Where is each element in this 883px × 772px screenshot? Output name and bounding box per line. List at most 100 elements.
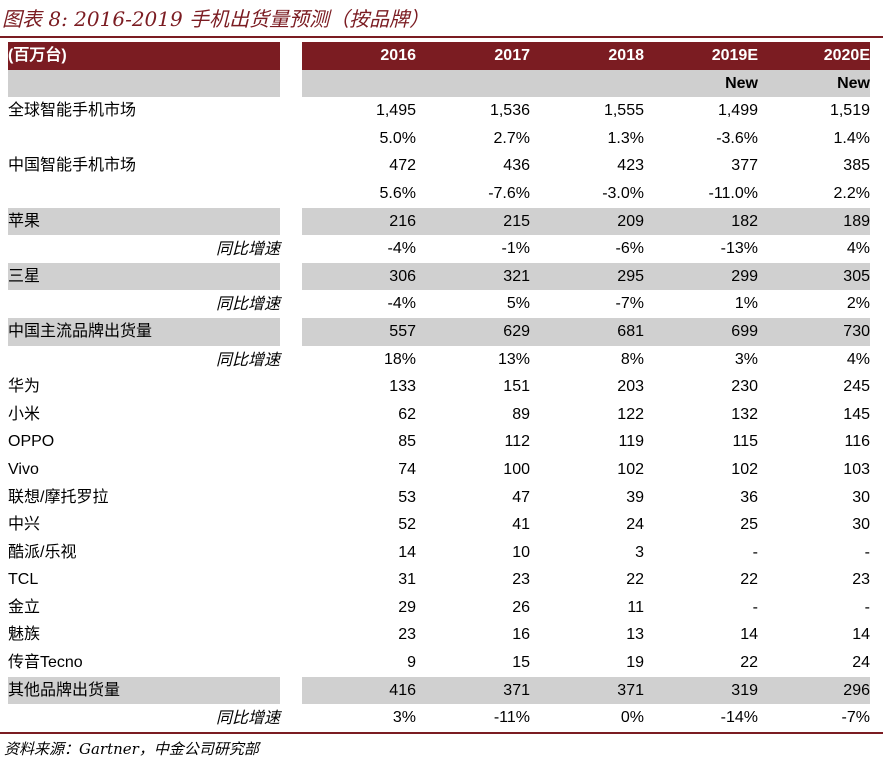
row-label: 中兴 [8, 516, 41, 534]
value-cell: 26 [512, 598, 530, 616]
subheader-row: New New [8, 69, 870, 98]
value-cell: 13 [626, 626, 644, 644]
value-cell: -11% [493, 709, 530, 727]
value-cell: 5.6% [379, 184, 416, 202]
value-cell: 230 [731, 378, 758, 396]
value-cell: 102 [617, 460, 644, 478]
table-row: 5.6% -7.6% -3.0% -11.0% 2.2% [8, 180, 870, 208]
value-cell: -4% [387, 240, 416, 258]
value-cell: 1,519 [829, 102, 870, 120]
row-label: 同比增速 [215, 239, 280, 259]
year-header: 2020E [758, 42, 870, 70]
table-row: 魅族 23 16 13 14 14 [8, 621, 870, 649]
table-row: 中国主流品牌出货量 557 629 681 699 730 [8, 317, 870, 346]
value-cell: 30 [852, 516, 870, 534]
value-cell: 557 [302, 317, 416, 346]
sub-header: New [644, 69, 758, 98]
value-cell: 36 [740, 488, 758, 506]
value-cell: -11.0% [708, 184, 758, 202]
top-rule [0, 36, 883, 38]
value-cell: 305 [758, 262, 870, 291]
value-cell: 25 [740, 516, 758, 534]
value-cell: 89 [512, 405, 530, 423]
value-cell: 9 [407, 654, 416, 672]
value-cell: 319 [644, 676, 758, 705]
value-cell: 203 [617, 378, 644, 396]
table-row: 全球智能手机市场 1,495 1,536 1,555 1,499 1,519 [8, 97, 870, 125]
sub-header: New [758, 69, 870, 98]
value-cell: 24 [626, 516, 644, 534]
value-cell: 299 [644, 262, 758, 291]
value-cell: 11 [627, 598, 644, 616]
table-row: 5.0% 2.7% 1.3% -3.6% 1.4% [8, 125, 870, 153]
value-cell: 22 [626, 571, 644, 589]
table-row: TCL 31 23 22 22 23 [8, 566, 870, 594]
sub-header [302, 69, 416, 98]
value-cell: 1.3% [607, 129, 644, 147]
table-row: 金立 29 26 11 - - [8, 594, 870, 622]
table-row: 同比增速 -4% 5% -7% 1% 2% [8, 290, 870, 318]
value-cell: 100 [503, 460, 530, 478]
value-cell: 115 [732, 433, 758, 451]
table-row: 其他品牌出货量 416 371 371 319 296 [8, 676, 870, 705]
value-cell: 5.0% [379, 129, 416, 147]
value-cell: 41 [512, 516, 530, 534]
value-cell: 23 [512, 571, 530, 589]
value-cell: 1,536 [489, 102, 530, 120]
value-cell: 145 [843, 405, 870, 423]
value-cell: 321 [416, 262, 530, 291]
row-label: 华为 [8, 378, 41, 396]
shipment-table: (百万台) 2016 2017 2018 2019E 2020E New New… [8, 42, 870, 732]
value-cell: 1,495 [375, 102, 416, 120]
value-cell: 189 [758, 207, 870, 236]
row-label: 全球智能手机市场 [8, 102, 137, 120]
value-cell: 132 [731, 405, 758, 423]
value-cell: -4% [387, 295, 416, 313]
value-cell: 215 [416, 207, 530, 236]
row-label [8, 180, 280, 208]
value-cell: 103 [843, 460, 870, 478]
value-cell: 436 [503, 157, 530, 175]
value-cell: 1.4% [833, 129, 870, 147]
source-note: 资料来源：Gartner，中金公司研究部 [4, 740, 259, 758]
value-cell: 3% [392, 709, 416, 727]
value-cell: -1% [501, 240, 530, 258]
row-label: 其他品牌出货量 [8, 676, 280, 705]
row-label: 联想/摩托罗拉 [8, 488, 109, 506]
header-row: (百万台) 2016 2017 2018 2019E 2020E [8, 42, 870, 70]
value-cell: 629 [416, 317, 530, 346]
value-cell: 74 [398, 460, 416, 478]
row-label: 中国智能手机市场 [8, 157, 137, 175]
row-label: 酷派/乐视 [8, 543, 77, 561]
value-cell: 13% [497, 350, 530, 368]
value-cell: -3.0% [602, 184, 644, 202]
table-row: 三星 306 321 295 299 305 [8, 262, 870, 291]
value-cell: -7% [615, 295, 644, 313]
value-cell: -3.6% [716, 129, 758, 147]
value-cell: 30 [852, 488, 870, 506]
value-cell: 4% [846, 350, 870, 368]
table-row: 同比增速 18% 13% 8% 3% 4% [8, 346, 870, 374]
table-row: 中兴 52 41 24 25 30 [8, 511, 870, 539]
value-cell: 18% [383, 350, 416, 368]
value-cell: 295 [530, 262, 644, 291]
row-label: 同比增速 [215, 349, 280, 369]
value-cell: 122 [617, 405, 644, 423]
value-cell: 8% [620, 350, 644, 368]
row-label: TCL [8, 571, 39, 589]
value-cell: 182 [644, 207, 758, 236]
value-cell: 0% [620, 709, 644, 727]
value-cell: 209 [530, 207, 644, 236]
year-header: 2016 [302, 42, 416, 70]
row-label: 三星 [8, 262, 280, 291]
value-cell: 52 [398, 516, 416, 534]
figure-title: 图表 8: 2016-2019 手机出货量预测（按品牌） [2, 7, 430, 31]
value-cell: 133 [389, 378, 416, 396]
table-row: 酷派/乐视 14 10 3 - - [8, 539, 870, 567]
value-cell: 1,555 [603, 102, 644, 120]
value-cell: 39 [626, 488, 644, 506]
value-cell: 15 [512, 654, 530, 672]
value-cell: - [752, 598, 758, 616]
bottom-rule [0, 732, 883, 734]
value-cell: 371 [416, 676, 530, 705]
